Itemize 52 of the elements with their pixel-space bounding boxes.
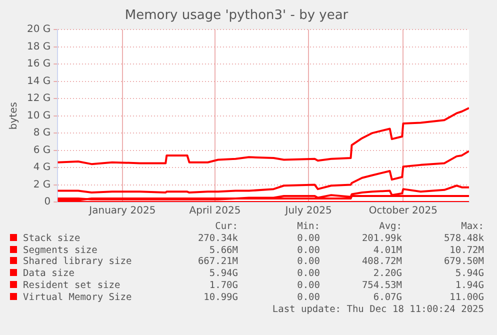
text: Min: (296, 221, 320, 233)
x-tick-label: October 2025 (368, 206, 438, 217)
text: 408.72M (360, 256, 402, 268)
text: 754.53M (360, 280, 402, 292)
text: 667.21M (196, 256, 238, 268)
text: 11.00G (448, 292, 484, 304)
x-tick-label: July 2025 (284, 206, 332, 217)
y-tick-label: 4 G (33, 162, 51, 174)
x-tick-label: January 2025 (88, 206, 156, 217)
text: 6.07G (372, 292, 402, 304)
text: Cur: (214, 221, 238, 233)
text: 578.48k (442, 232, 484, 245)
y-tick-label: 20 G (26, 24, 51, 36)
y-axis-title: bytes (8, 102, 20, 130)
y-tick-label: 12 G (26, 93, 51, 104)
text: 0.00 (296, 268, 320, 280)
text: Avg: (378, 221, 402, 233)
y-tick-label: 6 G (33, 144, 51, 156)
text: Max: (460, 221, 484, 233)
y-tick-label: 16 G (26, 58, 51, 70)
legend-label: Virtual Memory Size (22, 292, 133, 304)
text: 270.34k (196, 232, 238, 245)
text: 10.72M (448, 244, 484, 256)
text: 2.20G (372, 268, 402, 280)
text: 0.00 (296, 232, 320, 245)
text: 5.66M (208, 244, 238, 256)
text: 1.70G (208, 280, 238, 292)
legend-label: Segments size (22, 244, 98, 256)
x-tick-label: April 2025 (189, 206, 241, 217)
text: 4.01M (372, 244, 402, 256)
text: 0.00 (296, 292, 320, 304)
text: 0.00 (296, 256, 320, 268)
legend-label: Shared library size (22, 256, 133, 268)
y-tick-label: 18 G (26, 41, 51, 52)
text: 201.99k (360, 232, 402, 245)
legend-label: Data size (22, 268, 76, 280)
y-tick-label: 2 G (33, 179, 51, 190)
text: 0.00 (296, 280, 320, 292)
text: 10.99G (202, 292, 238, 304)
y-tick-label: 14 G (26, 76, 51, 87)
text: 1.94G (454, 280, 484, 292)
y-tick-label: 8 G (33, 128, 51, 139)
chart-title: Memory usage 'python3' - by year (124, 8, 349, 24)
y-tick-label: 10 G (26, 110, 51, 122)
text: 679.50M (442, 256, 484, 268)
y-tick-label: 0 (44, 196, 51, 208)
legend-label: Stack size (22, 232, 82, 245)
text: Last update: Thu Dec 18 11:00:24 2025 (271, 304, 484, 316)
text: 0.00 (296, 244, 320, 256)
text: 5.94G (208, 268, 238, 280)
text: 5.94G (454, 268, 484, 280)
legend-label: Resident set size (22, 280, 122, 292)
